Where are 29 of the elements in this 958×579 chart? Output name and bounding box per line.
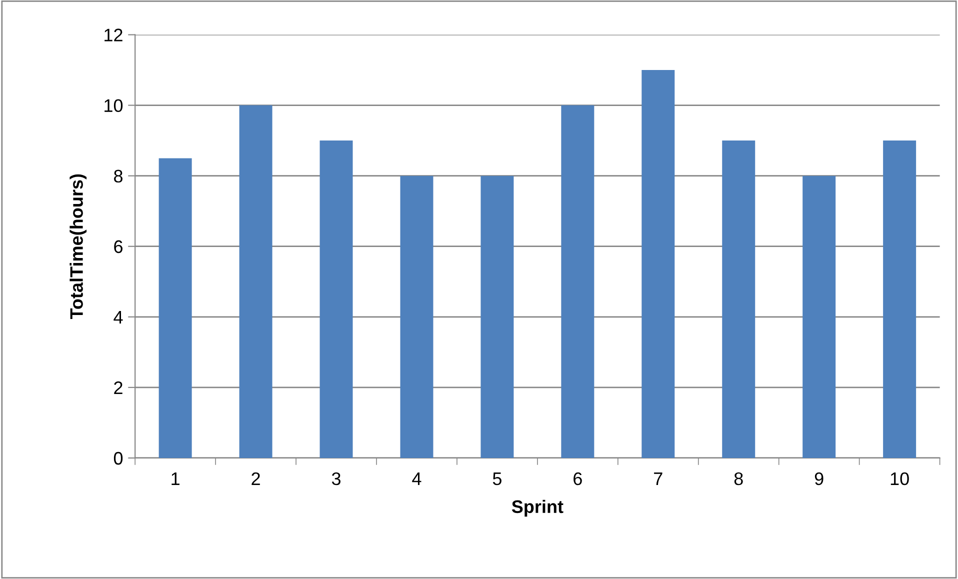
bar <box>561 105 594 458</box>
bar <box>239 105 272 458</box>
y-tick-label: 2 <box>114 381 122 394</box>
y-tick-label: 4 <box>114 311 123 324</box>
x-tick-label: 5 <box>492 472 502 486</box>
x-tick-label: 8 <box>734 472 743 486</box>
x-tick-label: 7 <box>654 472 662 485</box>
x-tick-label: 10 <box>890 472 909 486</box>
x-axis-title: Sprint <box>512 500 564 517</box>
y-tick-label: 10 <box>104 99 123 112</box>
y-tick-label: 12 <box>104 28 122 42</box>
x-tick-label: 1 <box>172 472 180 485</box>
x-tick-label: 6 <box>574 472 582 486</box>
bar <box>722 140 756 458</box>
y-tick-label: 6 <box>114 240 122 254</box>
bar <box>883 140 916 458</box>
x-tick-label: 3 <box>332 472 340 486</box>
bar <box>480 176 514 458</box>
x-tick-label: 9 <box>814 472 824 486</box>
bar <box>642 70 675 458</box>
bar <box>158 158 192 458</box>
bar <box>802 176 836 458</box>
x-tick-label: 2 <box>252 472 260 485</box>
y-tick-label: 8 <box>114 170 122 183</box>
x-tick-label: 4 <box>412 472 422 485</box>
bar <box>400 176 434 458</box>
y-axis-title: TotalTime(hours) <box>70 174 87 320</box>
bar <box>320 140 353 458</box>
y-tick-label: 0 <box>114 452 123 465</box>
